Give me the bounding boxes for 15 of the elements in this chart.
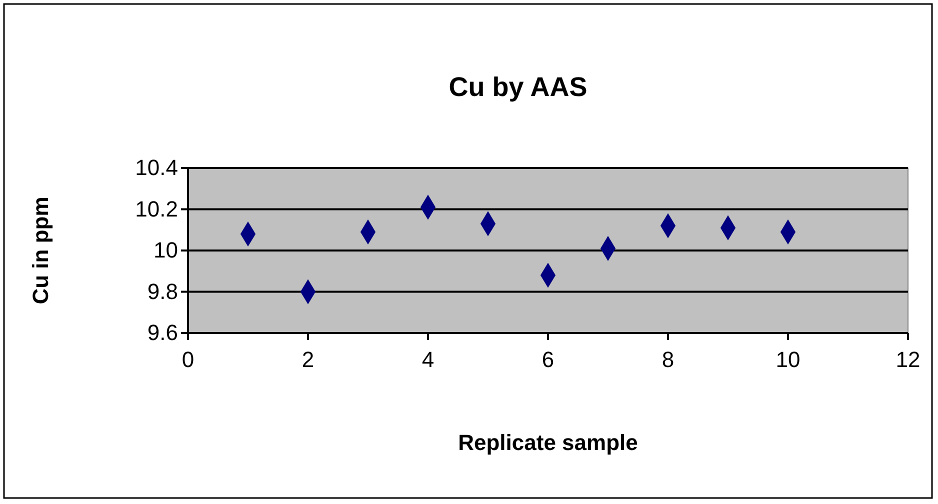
- y-tick-label: 9.8: [147, 278, 178, 304]
- y-axis-title: Cu in ppm: [28, 196, 53, 304]
- x-tick-label: 0: [182, 347, 194, 372]
- x-axis-title: Replicate sample: [458, 430, 638, 455]
- y-tick-label: 10: [154, 238, 178, 263]
- x-tick-label: 10: [776, 347, 800, 372]
- x-tick-label: 4: [422, 347, 434, 372]
- y-tick-label: 9.6: [147, 320, 178, 346]
- x-tick-label: 12: [896, 347, 920, 372]
- x-tick-label: 8: [662, 347, 674, 372]
- x-tick-label: 6: [542, 347, 554, 372]
- y-tick-label: 10.2: [135, 196, 178, 222]
- chart-title: Cu by AAS: [448, 72, 588, 102]
- y-tick-label: 10.4: [135, 155, 178, 180]
- x-tick-label: 2: [302, 347, 314, 372]
